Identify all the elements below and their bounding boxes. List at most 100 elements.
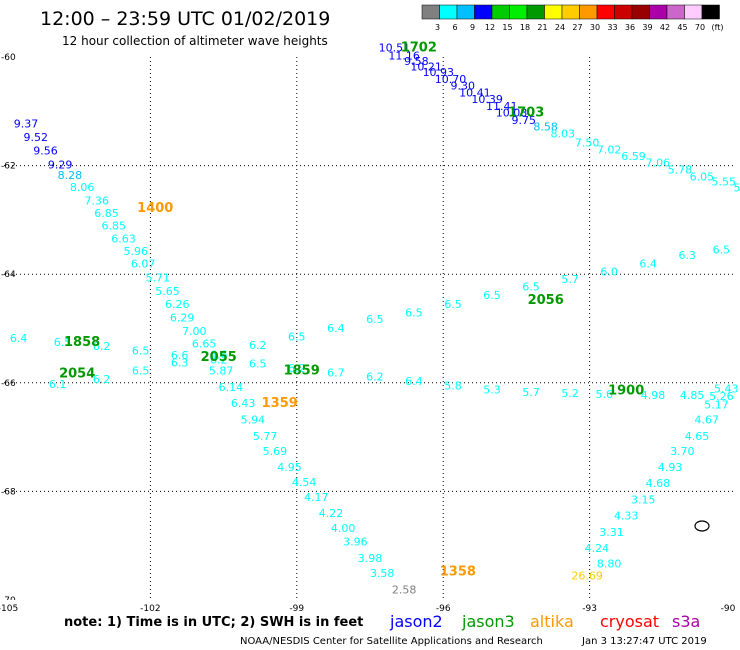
lon-tick-label: -99 [289, 604, 304, 614]
swh-value-label: 5.17 [704, 398, 729, 411]
swh-value-label: 5.71 [145, 271, 170, 284]
swh-value-label: 9.58 [404, 55, 429, 68]
swh-value-label: 6.4 [327, 322, 345, 335]
swh-value-label: 4.68 [646, 477, 671, 490]
colorbar-label: 30 [590, 23, 600, 32]
lat-tick-label: -62 [1, 162, 16, 172]
colorbar-swatch [649, 4, 668, 20]
page-title: 12:00 – 23:59 UTC 01/02/2019 [40, 8, 330, 30]
colorbar-label: 15 [502, 23, 512, 32]
wave-height-tracks: 10.5111.169.5810.2110.9310.709.3010.4110… [10, 41, 740, 614]
swh-value-label: 5.78 [668, 164, 693, 177]
footer-background [0, 600, 740, 650]
satellite-legend-item: jason3 [461, 612, 515, 631]
swh-value-label: 10.93 [423, 66, 455, 79]
colorbar-label: 27 [572, 23, 582, 32]
colorbar-label: 6 [452, 23, 457, 32]
swh-value-label: 6.0 [600, 265, 618, 278]
swh-value-label: 6.5 [132, 365, 150, 378]
swh-value-label: 6.1 [49, 378, 67, 391]
swh-value-label: 8.28 [58, 169, 83, 182]
swh-value-label: 6.2 [93, 340, 111, 353]
swh-value-label: 6.3 [171, 357, 189, 370]
swh-value-label: 4.98 [641, 389, 666, 402]
swh-value-label: 6.85 [102, 220, 127, 233]
swh-value-label: 5.7 [522, 386, 540, 399]
swh-value-label: 5.94 [241, 414, 266, 427]
colorbar-label: 36 [625, 23, 635, 32]
colorbar-swatch [596, 4, 615, 20]
colorbar-label: 12 [485, 23, 495, 32]
swh-value-label: 5.65 [155, 285, 180, 298]
pass-time-label: 1858 [64, 335, 100, 350]
swh-value-label: 5.6 [595, 388, 613, 401]
colorbar-swatch [631, 4, 650, 20]
colorbar-swatch [421, 4, 440, 20]
swh-value-label: 6.63 [111, 233, 136, 246]
swh-value-label: 5.77 [253, 430, 278, 443]
swh-value-label: 4.24 [585, 542, 610, 555]
units-note: note: 1) Time is in UTC; 2) SWH is in fe… [64, 615, 363, 630]
colorbar-swatch [544, 4, 563, 20]
swh-value-label: 6.85 [94, 207, 119, 220]
swh-value-label: 4.65 [685, 430, 710, 443]
lat-tick-label: -66 [1, 379, 16, 389]
colorbar-label: 33 [607, 23, 617, 32]
swh-value-label: 9.37 [14, 118, 39, 131]
swh-value-label: 6.2 [366, 371, 384, 384]
swh-value-label: 6.26 [165, 298, 190, 311]
colorbar-label: 39 [642, 23, 652, 32]
swh-value-label: 3.58 [370, 567, 395, 580]
colorbar-swatch [456, 4, 475, 20]
swh-value-label: 6.65 [192, 338, 217, 351]
grid [4, 57, 736, 600]
swh-value-label: 5.69 [263, 445, 288, 458]
colorbar-label: 24 [555, 23, 565, 32]
swh-value-label: 5.55 [712, 176, 737, 189]
swh-value-label: 4.85 [680, 389, 705, 402]
swh-value-label: 3.70 [670, 445, 695, 458]
swh-value-label: 2.58 [392, 583, 417, 596]
timestamp: Jan 3 13:27:47 UTC 2019 [581, 636, 707, 647]
swh-value-label: 6.5 [522, 280, 540, 293]
lat-tick-label: -60 [1, 53, 16, 63]
pass-time-label: 2054 [59, 366, 95, 381]
swh-value-label: 6.4 [10, 332, 28, 345]
swh-value-label: 7.06 [646, 157, 671, 170]
lat-tick-label: -68 [1, 487, 16, 497]
swh-value-label: 6.29 [170, 311, 195, 324]
swh-value-label: 3.31 [599, 526, 624, 539]
swh-value-label: 3.96 [343, 536, 368, 549]
pass-time-label: 1358 [440, 565, 476, 580]
swh-value-label: 5.8 [444, 379, 462, 392]
swh-value-label: 4.33 [614, 510, 639, 523]
swh-value-label: 5.87 [209, 365, 234, 378]
swh-value-label: 5.26 [709, 390, 734, 403]
colorbar-swatch [509, 4, 528, 20]
satellite-legend-item: jason2 [389, 612, 443, 631]
swh-value-label: 8.03 [551, 127, 576, 140]
swh-value-label: 6.4 [639, 258, 657, 271]
swh-value-label: 9.29 [48, 158, 73, 171]
swh-value-label: 6.5 [713, 244, 731, 257]
swh-value-label: 6.6 [210, 348, 228, 361]
swh-value-label: 6.2 [210, 353, 228, 366]
pass-time-label: 2055 [201, 350, 237, 365]
swh-value-label: 6.5 [249, 358, 267, 371]
colorbar-swatch [684, 4, 703, 20]
colorbar-swatch [491, 4, 510, 20]
satellite-legend-item: s3a [672, 612, 700, 631]
colorbar-swatch [561, 4, 580, 20]
satellite-legend: jason2 jason3 altika cryosat s3a [389, 612, 700, 631]
colorbar-label: 18 [520, 23, 530, 32]
swh-value-label: 10.08 [496, 107, 528, 120]
swh-value-label: 5.96 [124, 245, 149, 258]
page-subtitle: 12 hour collection of altimeter wave hei… [62, 34, 328, 48]
swh-value-label: 4.22 [319, 507, 344, 520]
swh-value-label: 4.54 [292, 476, 317, 489]
swh-value-label: 7.00 [182, 325, 207, 338]
swh-value-label: 7.50 [575, 137, 600, 150]
swh-value-label: 26.69 [571, 569, 603, 582]
swh-value-label: 9.30 [450, 80, 475, 93]
swh-value-label: 10.51 [379, 42, 411, 55]
